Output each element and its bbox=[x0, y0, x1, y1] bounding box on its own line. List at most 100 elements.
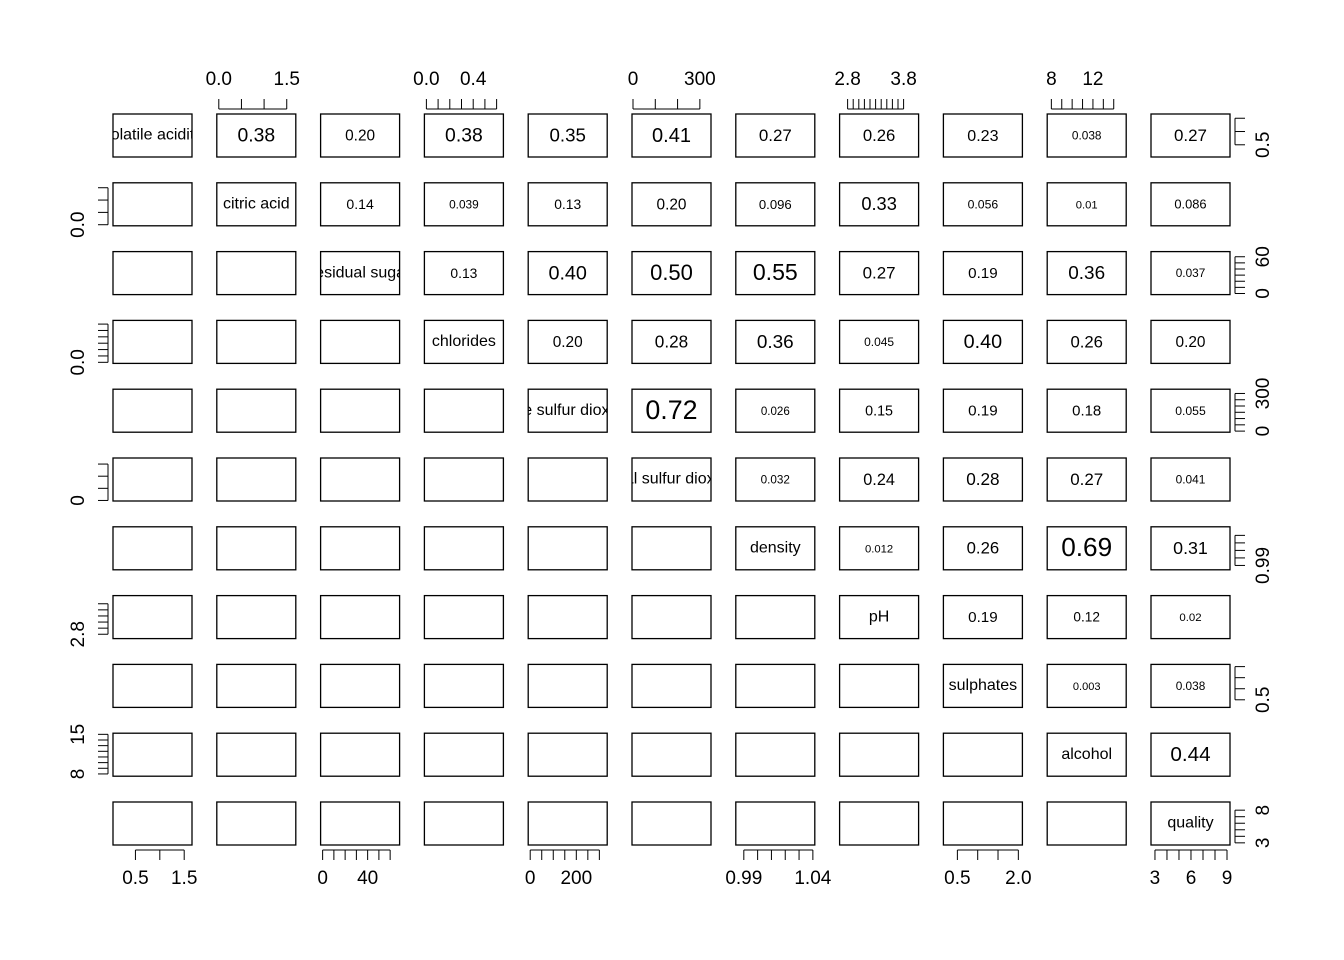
correlation-label: 0.41 bbox=[652, 125, 691, 147]
correlation-label: 0.12 bbox=[1073, 610, 1100, 625]
panel-frame bbox=[631, 113, 712, 158]
correlation-label: 0.23 bbox=[967, 127, 998, 145]
panel-frame bbox=[112, 732, 193, 777]
tick-label: 2.8 bbox=[68, 621, 89, 647]
correlation-label: 0.35 bbox=[550, 124, 586, 145]
panel-frame bbox=[1150, 732, 1231, 777]
correlation-label: 0.38 bbox=[237, 125, 275, 147]
correlation-label: 0.40 bbox=[548, 262, 587, 284]
correlation-label: 0.055 bbox=[1175, 404, 1206, 418]
tick-label: 0.5 bbox=[122, 868, 148, 889]
tick-label: 2.0 bbox=[1005, 868, 1031, 889]
correlation-label: 0.012 bbox=[865, 543, 893, 555]
correlation-label: 0.003 bbox=[1073, 681, 1101, 693]
tick-label: 12 bbox=[1082, 69, 1103, 90]
tick-label: 0 bbox=[317, 868, 328, 889]
panel-frame bbox=[631, 732, 712, 777]
panel-frame bbox=[216, 250, 297, 296]
panel-frame bbox=[216, 457, 297, 502]
panel-frame bbox=[423, 319, 505, 365]
tick-label: 1.04 bbox=[794, 868, 831, 889]
tick-label: 0.0 bbox=[68, 349, 89, 375]
panel-frame bbox=[527, 594, 608, 640]
tick-label: 0 bbox=[68, 495, 89, 506]
panel-frame bbox=[838, 526, 920, 571]
panel-frame bbox=[216, 594, 297, 640]
panel-frame bbox=[838, 457, 920, 502]
panel-frame bbox=[112, 319, 193, 365]
tick-label: 200 bbox=[560, 868, 592, 889]
variable-label: citric acid bbox=[223, 196, 290, 213]
panel-frame bbox=[631, 457, 712, 502]
panel-frame bbox=[423, 663, 505, 709]
panel-frame bbox=[527, 319, 608, 365]
panel-frame bbox=[1150, 594, 1231, 640]
panel-frame bbox=[838, 801, 920, 846]
panel-frame bbox=[631, 250, 712, 296]
correlation-label: 0.037 bbox=[1176, 266, 1206, 280]
panel-frame bbox=[1150, 182, 1231, 227]
correlation-label: 0.20 bbox=[345, 128, 375, 145]
correlation-label: 0.13 bbox=[450, 265, 477, 281]
variable-label: volatile acidity bbox=[103, 127, 203, 144]
panel-frame bbox=[735, 250, 816, 296]
panel-frame bbox=[216, 182, 297, 227]
panel-frame bbox=[631, 182, 712, 227]
panel-frame bbox=[631, 801, 712, 846]
tick-label: 0 bbox=[628, 69, 639, 90]
correlation-label: 0.038 bbox=[1176, 679, 1206, 693]
correlation-label: 0.38 bbox=[445, 125, 483, 147]
panel-frame bbox=[942, 113, 1024, 158]
panel-frame bbox=[216, 732, 297, 777]
panel-frame bbox=[423, 526, 505, 571]
panel-frame bbox=[838, 319, 920, 365]
panel-frame bbox=[1150, 319, 1231, 365]
correlation-label: 0.096 bbox=[759, 197, 792, 212]
panel-frame bbox=[838, 732, 920, 777]
variable-label: pH bbox=[869, 608, 889, 625]
panel-frame bbox=[735, 319, 816, 365]
panel-frame bbox=[1150, 388, 1231, 433]
panel-frame bbox=[838, 388, 920, 433]
panel-frame bbox=[319, 663, 401, 709]
correlation-label: 0.27 bbox=[1070, 470, 1103, 489]
variable-label: quality bbox=[1167, 815, 1213, 832]
panel-frame bbox=[1046, 319, 1127, 365]
panel-frame bbox=[319, 113, 401, 158]
panel-frame bbox=[423, 182, 505, 227]
correlation-label: 0.27 bbox=[863, 264, 896, 283]
variable-label: sulphates bbox=[949, 677, 1018, 694]
panel-frame bbox=[631, 594, 712, 640]
panel-frame bbox=[112, 526, 193, 571]
variable-label: chlorides bbox=[432, 333, 496, 350]
panel-frame bbox=[527, 526, 608, 571]
panel-frame bbox=[1046, 732, 1127, 777]
panel-frame bbox=[631, 388, 712, 433]
correlation-label: 0.44 bbox=[1170, 743, 1210, 766]
panel-frame bbox=[1150, 801, 1231, 846]
tick-label: 8 bbox=[1253, 805, 1274, 816]
tick-label: 0.5 bbox=[944, 868, 970, 889]
panel-frame bbox=[112, 457, 193, 502]
panel-frame bbox=[735, 457, 816, 502]
panel-frame bbox=[319, 594, 401, 640]
tick-label: 8 bbox=[1046, 69, 1057, 90]
variable-label: free sulfur dioxide bbox=[505, 402, 631, 419]
tick-label: 9 bbox=[1222, 868, 1233, 889]
panel-frame bbox=[216, 526, 297, 571]
tick-label: 40 bbox=[357, 868, 378, 889]
panel-frame bbox=[735, 388, 816, 433]
tick-label: 0.99 bbox=[725, 868, 762, 889]
variable-label: residual sugar bbox=[310, 264, 411, 281]
panel-frame bbox=[527, 250, 608, 296]
panel-frame bbox=[112, 801, 193, 846]
tick-label: 3 bbox=[1253, 838, 1274, 849]
tick-label: 0.99 bbox=[1253, 547, 1274, 584]
panel-frame bbox=[735, 182, 816, 227]
panel-frame bbox=[735, 663, 816, 709]
panel-frame bbox=[942, 663, 1024, 709]
correlation-label: 0.50 bbox=[650, 260, 693, 285]
panel-frame bbox=[942, 801, 1024, 846]
correlation-label: 0.26 bbox=[1070, 332, 1103, 351]
tick-label: 0.0 bbox=[413, 69, 439, 90]
